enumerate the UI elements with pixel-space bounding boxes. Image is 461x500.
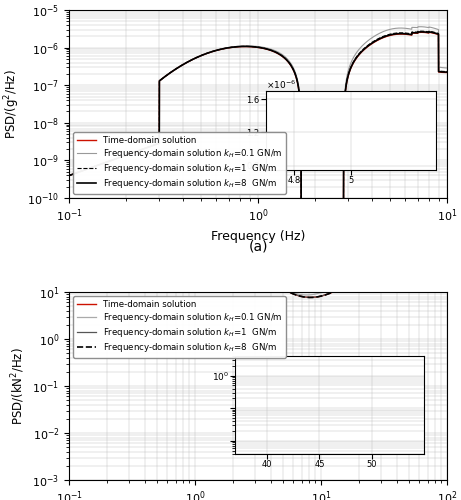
Frequency-domain solution $k_H$=0.1 GN/m (444, 210, 450, 216)
Frequency-domain solution $k_H$=0.1 GN/m (66, 172, 72, 178)
Frequency-domain solution $k_H$=0.1 GN/m (396, 238, 402, 244)
Frequency-domain solution $k_H$=1  GN/m (228, 44, 233, 51)
Line: Frequency-domain solution $k_H$=0.1 GN/m: Frequency-domain solution $k_H$=0.1 GN/m (69, 132, 447, 295)
Frequency-domain solution $k_H$=8  GN/m (211, 48, 217, 54)
Line: Time-domain solution: Time-domain solution (69, 32, 447, 236)
Frequency-domain solution $k_H$=0.1 GN/m (298, 230, 304, 236)
Frequency-domain solution $k_H$=1  GN/m (298, 232, 304, 238)
Frequency-domain solution $k_H$=1  GN/m (110, 161, 115, 167)
Line: Time-domain solution: Time-domain solution (69, 132, 447, 298)
Frequency-domain solution $k_H$=8  GN/m (444, 69, 450, 75)
Frequency-domain solution $k_H$=8  GN/m (437, 224, 443, 230)
Time-domain solution (110, 157, 115, 163)
Time-domain solution (307, 294, 313, 300)
Frequency-domain solution $k_H$=8  GN/m (396, 250, 402, 256)
Frequency-domain solution $k_H$=0.1 GN/m (444, 65, 450, 71)
Frequency-domain solution $k_H$=0.1 GN/m (417, 24, 423, 30)
Time-domain solution (110, 161, 115, 167)
Frequency-domain solution $k_H$=8  GN/m (298, 232, 304, 238)
Frequency-domain solution $k_H$=0.1 GN/m (437, 214, 443, 220)
Time-domain solution (444, 219, 450, 225)
Frequency-domain solution $k_H$=8  GN/m (307, 294, 313, 300)
Frequency-domain solution $k_H$=1  GN/m (307, 294, 313, 300)
Time-domain solution (66, 129, 72, 135)
Line: Frequency-domain solution $k_H$=8  GN/m: Frequency-domain solution $k_H$=8 GN/m (69, 32, 447, 236)
Time-domain solution (298, 232, 304, 238)
Frequency-domain solution $k_H$=0.1 GN/m (66, 129, 72, 135)
Frequency-domain solution $k_H$=8  GN/m (426, 29, 431, 35)
Frequency-domain solution $k_H$=0.1 GN/m (396, 25, 402, 31)
Frequency-domain solution $k_H$=1  GN/m (110, 157, 115, 163)
Frequency-domain solution $k_H$=8  GN/m (66, 172, 72, 178)
Time-domain solution (437, 69, 443, 75)
Frequency-domain solution $k_H$=0.1 GN/m (304, 292, 309, 298)
X-axis label: Frequency (Hz): Frequency (Hz) (211, 230, 305, 243)
Frequency-domain solution $k_H$=8  GN/m (437, 68, 443, 74)
Line: Frequency-domain solution $k_H$=0.1 GN/m: Frequency-domain solution $k_H$=0.1 GN/m (69, 26, 447, 233)
Time-domain solution (228, 44, 233, 51)
Frequency-domain solution $k_H$=8  GN/m (132, 178, 137, 184)
Line: Frequency-domain solution $k_H$=1  GN/m: Frequency-domain solution $k_H$=1 GN/m (69, 132, 447, 298)
Time-domain solution (396, 250, 402, 256)
Legend: Time-domain solution, Frequency-domain solution $k_H$=0.1 GN/m, Frequency-domain: Time-domain solution, Frequency-domain s… (73, 132, 286, 194)
Frequency-domain solution $k_H$=1  GN/m (66, 172, 72, 178)
Legend: Time-domain solution, Frequency-domain solution $k_H$=0.1 GN/m, Frequency-domain: Time-domain solution, Frequency-domain s… (73, 296, 286, 358)
Frequency-domain solution $k_H$=1  GN/m (437, 68, 443, 74)
Frequency-domain solution $k_H$=0.1 GN/m (211, 48, 217, 54)
Frequency-domain solution $k_H$=1  GN/m (444, 68, 450, 74)
Frequency-domain solution $k_H$=0.1 GN/m (132, 178, 137, 184)
Time-domain solution (132, 149, 137, 155)
Frequency-domain solution $k_H$=8  GN/m (110, 157, 115, 163)
Frequency-domain solution $k_H$=8  GN/m (132, 149, 137, 155)
Frequency-domain solution $k_H$=8  GN/m (110, 161, 115, 167)
Time-domain solution (437, 224, 443, 230)
Frequency-domain solution $k_H$=8  GN/m (396, 30, 402, 36)
Frequency-domain solution $k_H$=8  GN/m (66, 129, 72, 135)
Text: (a): (a) (248, 240, 268, 254)
Time-domain solution (426, 30, 431, 36)
Frequency-domain solution $k_H$=1  GN/m (444, 219, 450, 225)
Time-domain solution (396, 31, 402, 37)
Time-domain solution (66, 172, 72, 178)
Frequency-domain solution $k_H$=8  GN/m (228, 249, 233, 255)
Frequency-domain solution $k_H$=1  GN/m (66, 128, 72, 134)
Frequency-domain solution $k_H$=1  GN/m (396, 249, 402, 255)
Time-domain solution (228, 249, 233, 255)
Frequency-domain solution $k_H$=1  GN/m (132, 178, 137, 184)
Frequency-domain solution $k_H$=1  GN/m (396, 30, 402, 36)
Frequency-domain solution $k_H$=0.1 GN/m (228, 249, 233, 255)
Frequency-domain solution $k_H$=0.1 GN/m (132, 149, 137, 155)
Frequency-domain solution $k_H$=8  GN/m (211, 237, 217, 243)
Frequency-domain solution $k_H$=1  GN/m (211, 237, 217, 243)
Frequency-domain solution $k_H$=0.1 GN/m (110, 161, 115, 167)
Time-domain solution (132, 178, 137, 184)
Frequency-domain solution $k_H$=0.1 GN/m (437, 64, 443, 70)
Frequency-domain solution $k_H$=8  GN/m (444, 219, 450, 225)
Frequency-domain solution $k_H$=8  GN/m (228, 44, 233, 51)
Frequency-domain solution $k_H$=1  GN/m (228, 249, 233, 255)
Frequency-domain solution $k_H$=0.1 GN/m (110, 157, 115, 163)
Frequency-domain solution $k_H$=1  GN/m (426, 28, 431, 34)
Y-axis label: PSD/(kN$^2$/Hz): PSD/(kN$^2$/Hz) (9, 347, 27, 425)
Time-domain solution (211, 48, 217, 54)
Line: Frequency-domain solution $k_H$=8  GN/m: Frequency-domain solution $k_H$=8 GN/m (69, 132, 447, 298)
Frequency-domain solution $k_H$=1  GN/m (211, 48, 217, 54)
Time-domain solution (444, 70, 450, 75)
Frequency-domain solution $k_H$=1  GN/m (437, 223, 443, 229)
Line: Frequency-domain solution $k_H$=1  GN/m: Frequency-domain solution $k_H$=1 GN/m (69, 31, 447, 235)
Time-domain solution (211, 237, 217, 243)
Y-axis label: PSD/(g$^2$/Hz): PSD/(g$^2$/Hz) (2, 69, 22, 139)
Frequency-domain solution $k_H$=1  GN/m (132, 149, 137, 155)
Frequency-domain solution $k_H$=0.1 GN/m (228, 44, 233, 50)
Frequency-domain solution $k_H$=0.1 GN/m (211, 237, 217, 243)
